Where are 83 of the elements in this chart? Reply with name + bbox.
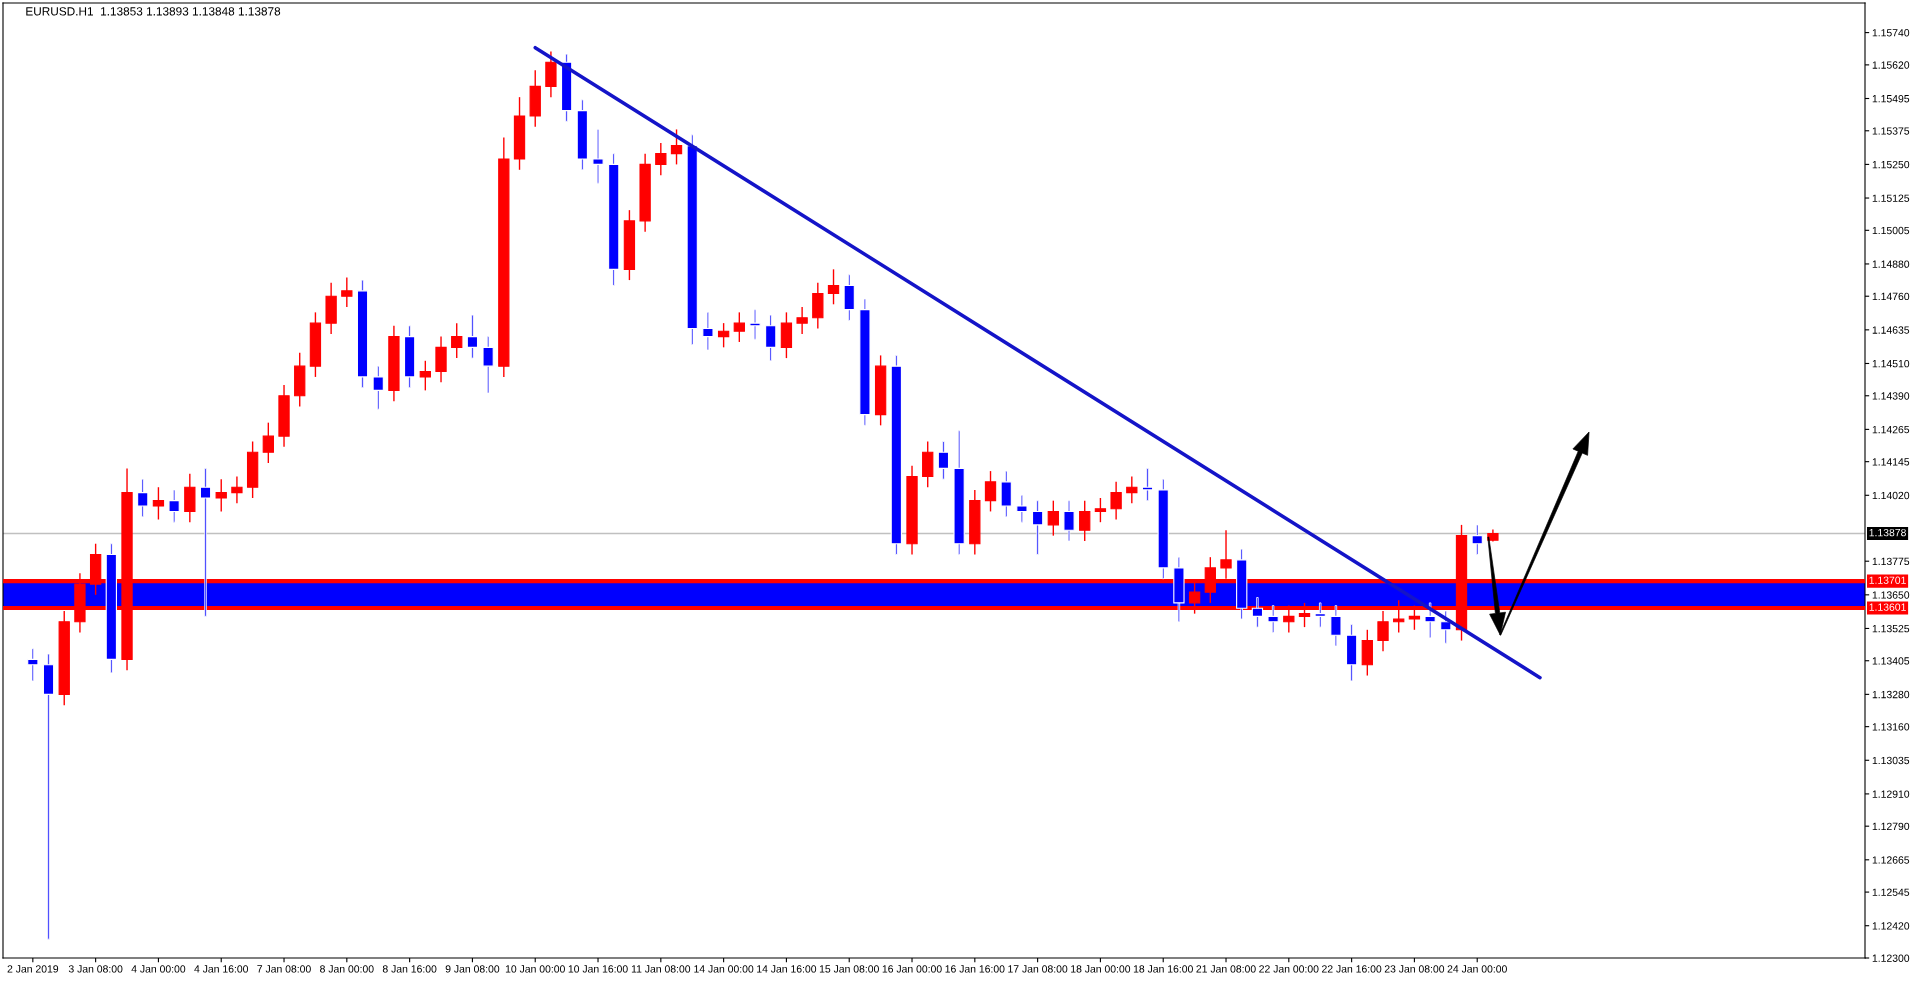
y-tick-label: 1.15250 [1872,160,1910,169]
candlestick [27,648,39,682]
chart-title: EURUSD.H1 1.13853 1.13893 1.13848 1.13878 [26,7,281,16]
ref-line-label: 1.13878 [1869,528,1906,537]
x-tick-label: 16 Jan 16:00 [945,965,1005,973]
candlestick [341,276,353,308]
candlestick [796,306,808,335]
x-tick-label: 22 Jan 16:00 [1322,965,1382,973]
y-tick-label: 1.12300 [1872,954,1910,962]
candlestick [702,311,714,351]
candlestick [1110,481,1122,521]
y-tick-label: 1.14510 [1872,359,1910,368]
candlestick [231,475,243,505]
x-tick-label: 18 Jan 00:00 [1071,965,1131,973]
candlestick [1047,499,1059,537]
y-tick-label: 1.14265 [1872,425,1910,434]
candlestick [733,311,745,343]
x-tick-label: 4 Jan 00:00 [131,965,186,973]
x-tick-label: 4 Jan 16:00 [194,965,249,973]
ref-line-label: 1.13601 [1869,603,1906,611]
y-tick-label: 1.13160 [1872,723,1910,731]
candlestick [827,268,840,305]
candlestick [1094,497,1107,523]
x-tick-label: 24 Jan 00:00 [1447,965,1507,973]
x-tick-label: 8 Jan 16:00 [382,965,437,973]
candlestick [42,653,55,940]
y-tick-label: 1.13280 [1872,690,1910,699]
x-tick-label: 16 Jan 00:00 [882,965,942,973]
x-tick-label: 7 Jan 08:00 [257,965,311,973]
candlestick [1141,467,1154,502]
x-tick-label: 23 Jan 08:00 [1384,965,1445,973]
y-tick-label: 1.12910 [1872,790,1910,798]
y-tick-label: 1.15495 [1872,95,1910,103]
candlestick [1016,494,1028,523]
y-tick-label: 1.14020 [1872,491,1910,500]
candlestick [451,322,463,359]
y-tick-label: 1.13775 [1872,557,1910,566]
x-tick-label: 15 Jan 08:00 [819,965,879,973]
y-tick-label: 1.12790 [1872,822,1910,831]
x-tick-label: 18 Jan 16:00 [1133,965,1193,973]
y-tick-label: 1.14760 [1872,292,1910,301]
x-tick-label: 14 Jan 16:00 [757,965,817,973]
x-tick-label: 2 Jan 2019 [7,965,59,973]
y-tick-label: 1.14145 [1872,458,1910,466]
x-tick-label: 3 Jan 08:00 [68,965,123,973]
y-tick-label: 1.13525 [1872,624,1910,633]
candlestick [984,470,997,513]
candlestick [1031,500,1044,555]
candlestick [215,478,227,513]
y-tick-label: 1.14635 [1872,326,1910,334]
y-tick-label: 1.13035 [1872,756,1910,765]
y-tick-label: 1.14390 [1872,392,1910,400]
x-tick-label: 22 Jan 00:00 [1259,965,1319,973]
y-tick-label: 1.12420 [1872,922,1910,930]
x-tick-label: 14 Jan 00:00 [694,965,754,973]
x-tick-label: 21 Jan 08:00 [1196,965,1256,973]
y-tick-label: 1.15740 [1872,29,1910,37]
y-tick-label: 1.12665 [1872,856,1910,864]
candlestick [655,142,667,176]
x-tick-label: 11 Jan 08:00 [631,965,691,973]
candlestick [419,360,431,392]
candlestick [466,314,479,359]
y-tick-label: 1.15125 [1872,194,1910,202]
candlestick [717,322,730,349]
y-tick-label: 1.14880 [1872,260,1910,268]
candlestick [1126,475,1138,505]
candlestick [1471,524,1483,555]
y-tick-label: 1.13405 [1872,657,1910,665]
y-tick-label: 1.12545 [1872,888,1910,896]
candlestick [152,486,165,521]
x-tick-label: 10 Jan 16:00 [568,965,628,973]
candlestick [1079,499,1091,542]
x-tick-label: 17 Jan 08:00 [1008,965,1068,973]
x-tick-label: 9 Jan 08:00 [445,965,500,973]
y-tick-label: 1.15620 [1872,61,1910,69]
x-tick-label: 8 Jan 00:00 [320,965,374,973]
ref-line-label: 1.13701 [1869,576,1906,584]
y-tick-label: 1.15005 [1872,226,1910,235]
y-tick-label: 1.15375 [1872,127,1910,135]
y-tick-label: 1.13650 [1872,591,1910,599]
candlestick [262,421,274,464]
candlestick [670,128,683,166]
x-tick-label: 10 Jan 00:00 [505,965,565,973]
